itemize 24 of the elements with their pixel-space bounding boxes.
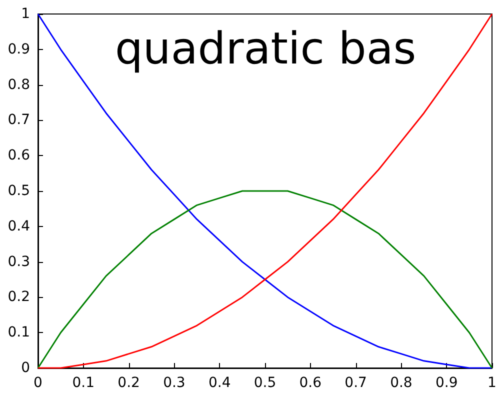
x-tick-label: 0.9 [435,375,458,391]
x-tick-label: 0.4 [208,375,231,391]
x-tick-label: 0.7 [344,375,367,391]
y-tick-label: 0.2 [8,289,30,306]
y-tick-label: 0 [21,360,30,376]
x-tick-label: 0.8 [390,375,412,391]
x-tick-label: 0.2 [118,375,140,391]
y-tick-label: 0.7 [8,112,30,128]
y-tick-label: 0.9 [8,41,30,58]
line-series [37,13,493,369]
y-tick-label: 0.6 [8,148,30,164]
x-tick-label: 0.6 [299,375,322,391]
y-tick-label: 0.1 [8,324,30,341]
y-tick-label: 0.8 [8,76,30,93]
x-tick-label: 0.5 [254,375,276,391]
y-tick-label: 0.3 [8,254,30,270]
x-tick-label: 1 [488,375,496,391]
y-tick-label: 0.5 [8,183,30,199]
x-tick-label: 0.1 [72,375,95,391]
y-tick-label: 0.4 [8,218,30,234]
y-tick-label: 1 [21,6,30,22]
x-tick-label: 0.3 [163,375,186,391]
x-tick-label: 0 [34,375,42,391]
chart-title: quadratic bas [115,24,416,74]
